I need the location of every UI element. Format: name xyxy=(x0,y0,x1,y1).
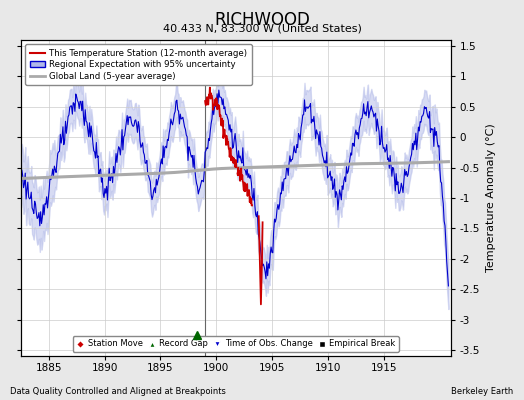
Text: Berkeley Earth: Berkeley Earth xyxy=(451,387,514,396)
Legend: Station Move, Record Gap, Time of Obs. Change, Empirical Break: Station Move, Record Gap, Time of Obs. C… xyxy=(73,336,399,352)
Text: 40.433 N, 83.300 W (United States): 40.433 N, 83.300 W (United States) xyxy=(162,23,362,33)
Y-axis label: Temperature Anomaly (°C): Temperature Anomaly (°C) xyxy=(486,124,496,272)
Text: RICHWOOD: RICHWOOD xyxy=(214,11,310,29)
Text: Data Quality Controlled and Aligned at Breakpoints: Data Quality Controlled and Aligned at B… xyxy=(10,387,226,396)
